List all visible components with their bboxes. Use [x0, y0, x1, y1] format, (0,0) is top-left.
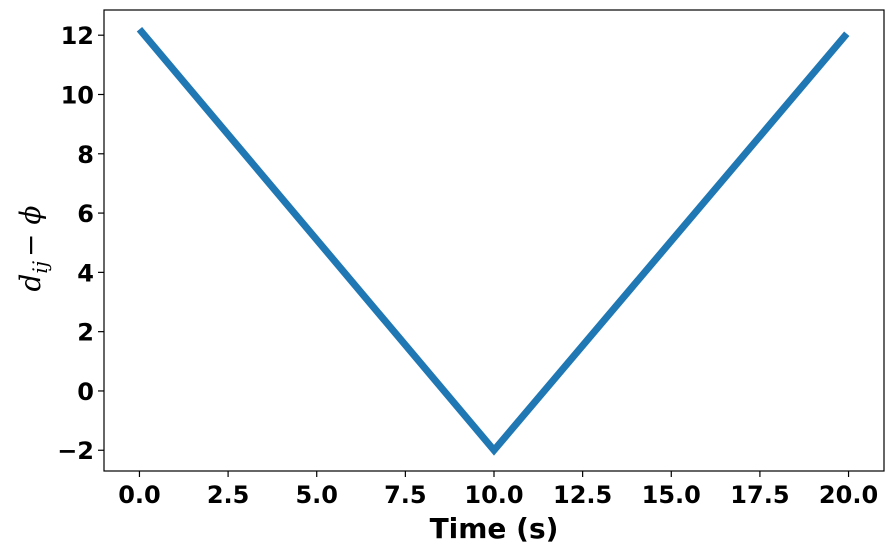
x-axis-title: Time (s) — [430, 512, 559, 545]
y-axis-title-subscript: ij — [28, 261, 52, 274]
x-tick-label: 0.0 — [118, 481, 161, 509]
y-axis-title: dij − ϕ — [14, 206, 52, 292]
y-tick-label: 2 — [77, 319, 94, 347]
axes-frame — [103, 9, 885, 472]
x-tick-label: 2.5 — [207, 481, 250, 509]
y-tick-label: −2 — [57, 437, 94, 465]
y-axis-ticks: −2 0 2 4 6 8 10 12 — [57, 22, 104, 465]
x-tick-label: 12.5 — [553, 481, 612, 509]
x-axis-ticks: 0.0 2.5 5.0 7.5 10.0 12.5 15.0 17.5 20.0 — [118, 471, 878, 509]
x-tick-label: 7.5 — [384, 481, 427, 509]
y-tick-label: 10 — [61, 81, 94, 109]
series-layer — [136, 27, 850, 456]
x-tick-label: 15.0 — [642, 481, 701, 509]
series-line-0 — [136, 27, 850, 456]
y-tick-label: 12 — [61, 22, 94, 50]
x-tick-label: 20.0 — [819, 481, 878, 509]
x-tick-label: 17.5 — [730, 481, 789, 509]
y-axis-title-main: d — [14, 274, 47, 292]
x-tick-label: 10.0 — [464, 481, 523, 509]
y-tick-label: 8 — [77, 141, 94, 169]
y-axis-title-rest: − ϕ — [14, 206, 47, 257]
y-tick-label: 4 — [77, 259, 94, 287]
y-tick-label: 0 — [77, 378, 94, 406]
x-tick-label: 5.0 — [295, 481, 338, 509]
y-tick-label: 6 — [77, 200, 94, 228]
